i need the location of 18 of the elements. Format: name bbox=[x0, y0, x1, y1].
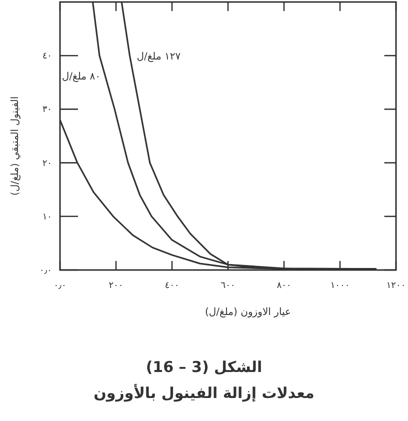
x-tick-label: ١٢٠٠ bbox=[386, 281, 406, 291]
x-tick-label: ٢٠٠ bbox=[108, 281, 124, 291]
series-label: ١٢٧ ملغ/ل bbox=[136, 52, 182, 63]
y-tick-label: ٢٠ bbox=[42, 158, 52, 169]
x-tick-label: ٠٫٠ bbox=[54, 281, 66, 291]
y-tick-label: ٤٠ bbox=[42, 52, 52, 62]
text: معدلات إزالة الفينول بالأوزون bbox=[94, 383, 314, 402]
x-tick-label: ٨٠٠ bbox=[276, 281, 292, 291]
y-axis-title: الفينول المتبقي (ملغ/ل) bbox=[10, 96, 21, 196]
text: الشكل (3 – 16) bbox=[146, 358, 262, 376]
series-label: ٨٠ ملغ/ل bbox=[62, 72, 100, 83]
x-tick-label: ٤٠٠ bbox=[164, 281, 180, 291]
x-tick-label: ٦٠٠ bbox=[220, 281, 236, 291]
y-tick-label: ٣٠ bbox=[42, 105, 52, 116]
x-tick-label: ١٠٠٠ bbox=[330, 281, 350, 291]
y-tick-label: ١٠ bbox=[42, 212, 52, 222]
y-tick-label: ٠٫٠ bbox=[39, 266, 52, 276]
x-axis-title: عيار الاوزون (ملغ/ل) bbox=[205, 307, 291, 318]
